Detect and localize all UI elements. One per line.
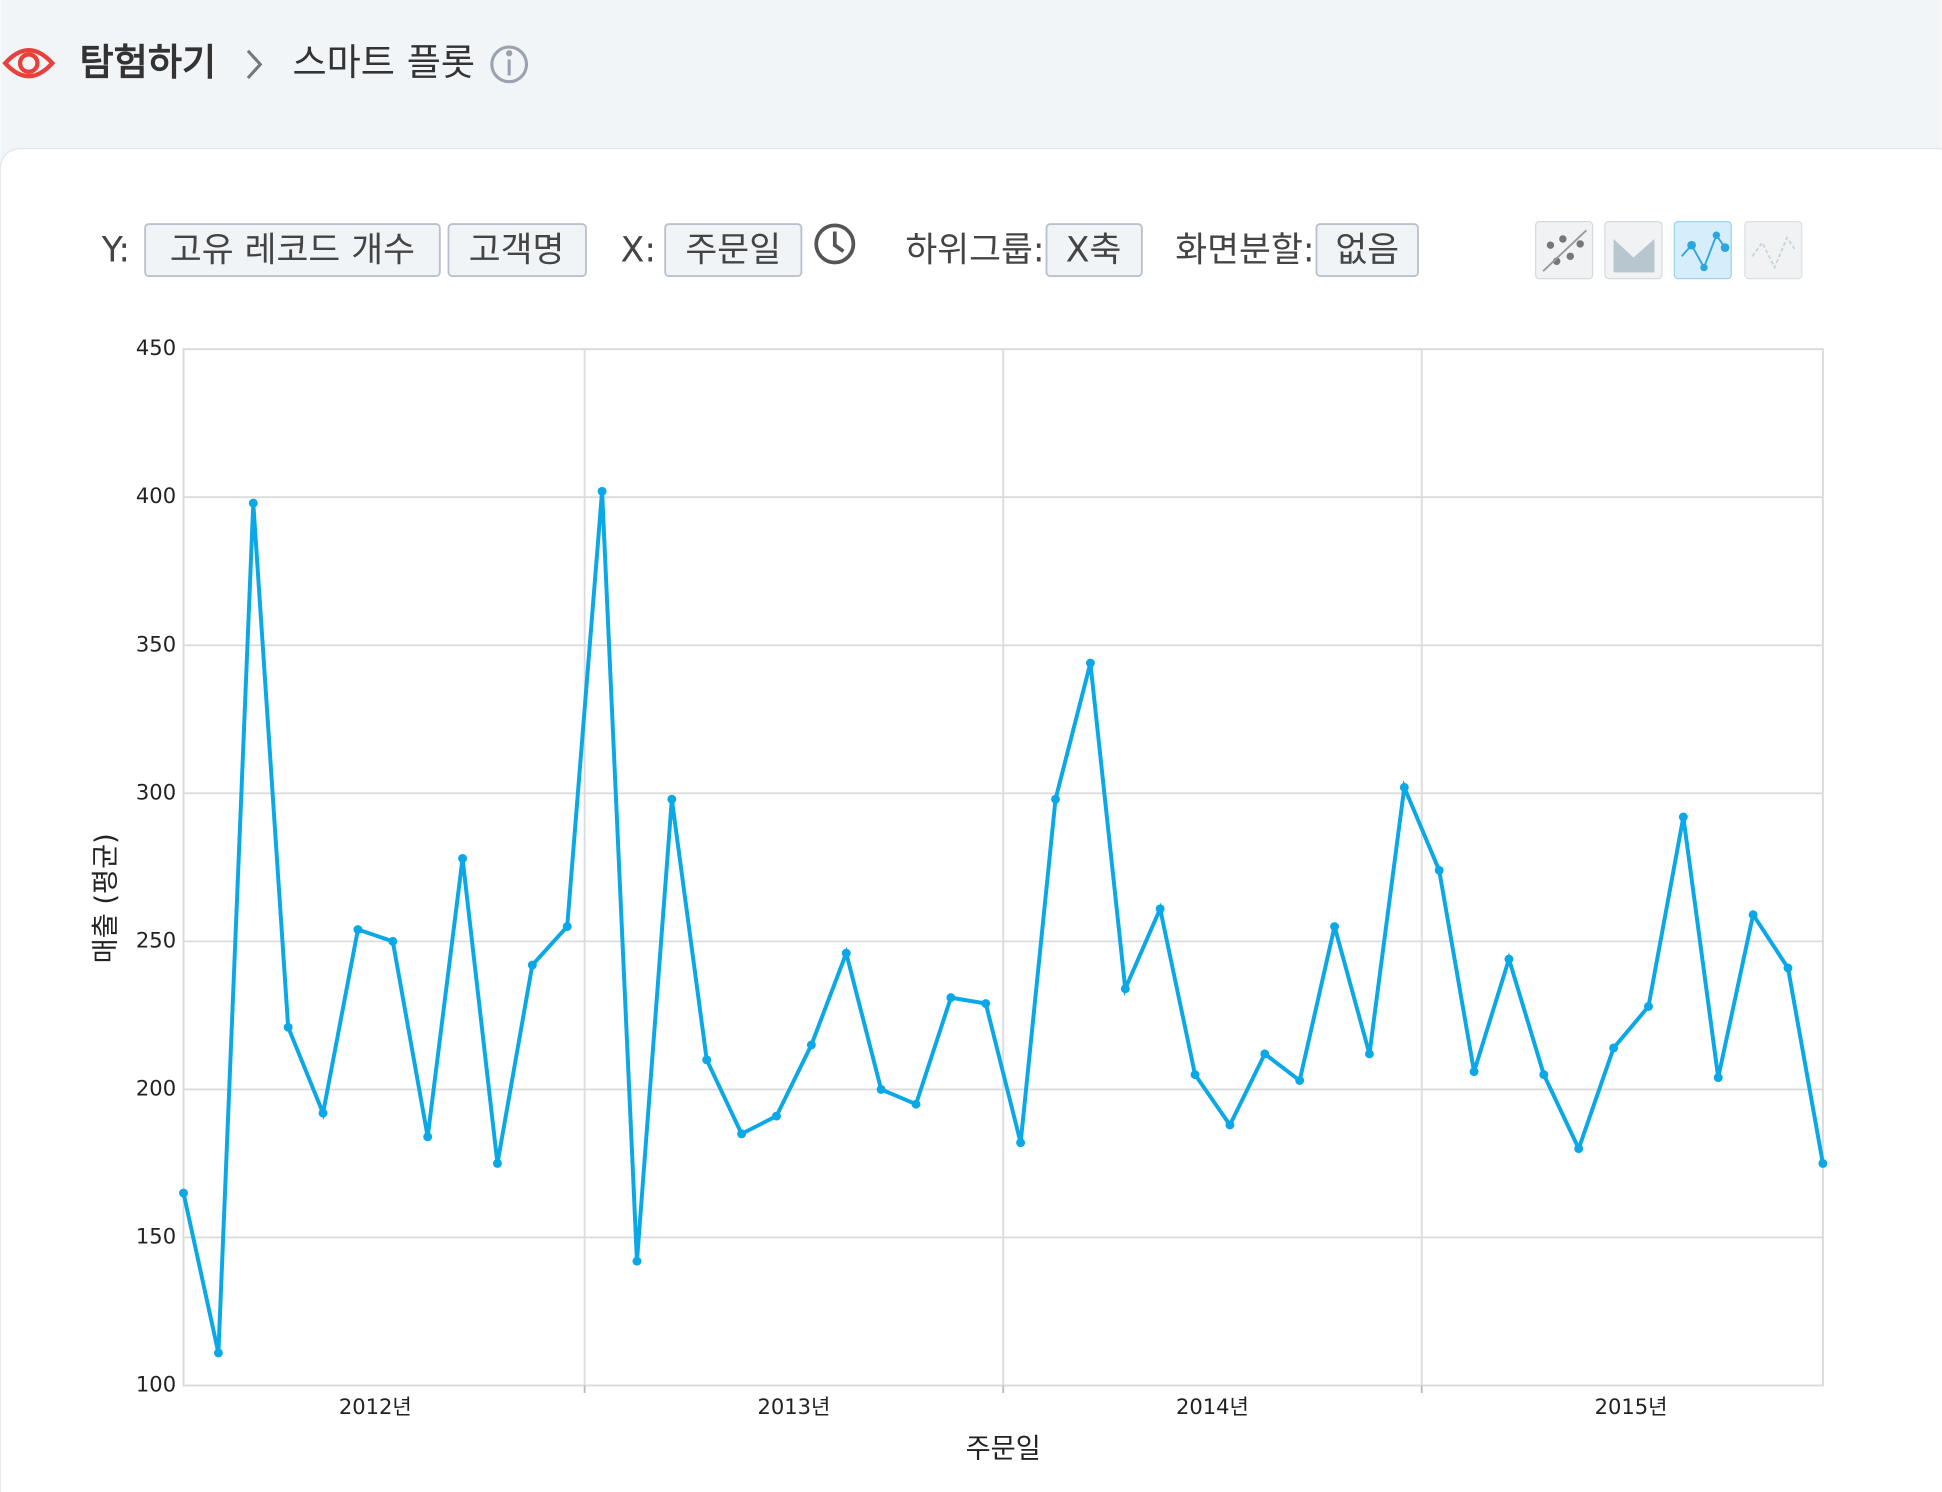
x-tick-label: 2013년 <box>757 1394 830 1419</box>
data-point <box>597 486 607 496</box>
data-point <box>353 925 363 934</box>
breadcrumb-page: 스마트 플롯 <box>292 41 475 84</box>
data-point <box>283 1022 293 1032</box>
data-point <box>1399 782 1409 792</box>
card <box>0 147 1942 1492</box>
data-point <box>1016 1138 1026 1148</box>
data-point <box>667 794 677 804</box>
data-point <box>1713 1073 1723 1083</box>
data-point <box>806 1040 816 1050</box>
data-point <box>1818 1158 1828 1168</box>
y-field: 고객명 <box>469 230 565 270</box>
breadcrumb-separator <box>246 49 263 80</box>
data-point <box>876 1084 886 1094</box>
y-tick-label: 250 <box>136 927 176 952</box>
data-point <box>318 1108 328 1118</box>
data-point <box>981 999 991 1009</box>
data-point <box>1539 1070 1549 1080</box>
x-tick-label: 2015년 <box>1595 1394 1668 1419</box>
subgroup-box[interactable] <box>1045 223 1143 278</box>
data-point <box>1434 865 1444 875</box>
x-field-box[interactable] <box>664 223 803 278</box>
data-point <box>562 922 572 932</box>
y-field-box[interactable] <box>144 223 441 278</box>
data-point <box>1190 1070 1200 1080</box>
data-point <box>946 993 956 1003</box>
data-point <box>1783 963 1793 973</box>
clock-icon[interactable] <box>814 223 856 265</box>
data-point <box>458 854 468 863</box>
split-box[interactable] <box>1315 223 1419 278</box>
data-point <box>1644 1002 1653 1011</box>
data-point <box>179 1188 188 1198</box>
data-point <box>1155 904 1165 914</box>
data-point <box>1225 1120 1235 1130</box>
data-point <box>1364 1049 1374 1059</box>
data-point <box>248 498 258 508</box>
data-point <box>1504 954 1514 964</box>
x-axis-label: 주문일 <box>966 1433 1041 1464</box>
subgroup-label: 하위그룹: <box>905 230 1044 270</box>
data-line <box>181 491 1825 1354</box>
data-point <box>1260 1049 1270 1059</box>
data-point <box>1295 1076 1305 1085</box>
data-point <box>1574 1144 1584 1154</box>
x-label: X: <box>621 230 656 270</box>
y-tick-label: 100 <box>136 1372 176 1397</box>
data-point <box>1609 1043 1619 1053</box>
plot: 100 150 200 250 300 350 400 450 2012년 2013년 2014년 2… <box>90 335 1828 1464</box>
data-point <box>1120 984 1130 994</box>
data-point <box>737 1129 747 1139</box>
subgroup: X축 <box>1066 230 1122 270</box>
data-point <box>388 936 398 946</box>
y-tick-label: 150 <box>136 1223 176 1248</box>
data-point <box>1469 1067 1479 1077</box>
x-tick-label: 2012년 <box>339 1394 412 1419</box>
split-label: 화면분할: <box>1175 230 1314 270</box>
y-tick-label: 400 <box>136 483 176 508</box>
data-point <box>1051 794 1060 804</box>
breadcrumb-section[interactable]: 탐험하기 <box>80 41 217 84</box>
y-tick-label: 350 <box>136 631 176 656</box>
data-point <box>527 960 537 970</box>
data-point <box>1330 922 1340 932</box>
data-point <box>1748 910 1758 920</box>
y-axis-label: 매출 (평균) <box>90 833 121 963</box>
data-point <box>1085 658 1095 668</box>
eye-icon <box>2 47 56 79</box>
data-point <box>772 1111 781 1121</box>
chart-type-scatter[interactable] <box>1534 221 1594 280</box>
data-point <box>632 1256 642 1266</box>
y-field: 고유 레코드 개수 <box>170 230 415 270</box>
info-icon[interactable] <box>490 45 529 84</box>
chart-type-line-faded[interactable] <box>1744 221 1803 280</box>
x-field: 주문일 <box>685 230 781 270</box>
y-field-box[interactable] <box>447 223 587 278</box>
data-point <box>1678 812 1688 822</box>
data-point <box>492 1158 502 1168</box>
data-point <box>213 1348 223 1358</box>
y-tick-label: 450 <box>136 335 176 360</box>
y-tick-label: 200 <box>136 1075 176 1100</box>
data-point <box>911 1099 921 1109</box>
chart-type-area[interactable] <box>1604 221 1663 280</box>
split: 없음 <box>1335 230 1399 270</box>
x-tick-label: 2014년 <box>1176 1394 1249 1419</box>
data-point <box>423 1132 433 1142</box>
y-label: Y: <box>101 230 130 270</box>
data-point <box>702 1055 712 1065</box>
chart-type-line[interactable] <box>1673 221 1732 280</box>
y-tick-label: 300 <box>136 779 176 804</box>
data-point <box>841 948 851 958</box>
